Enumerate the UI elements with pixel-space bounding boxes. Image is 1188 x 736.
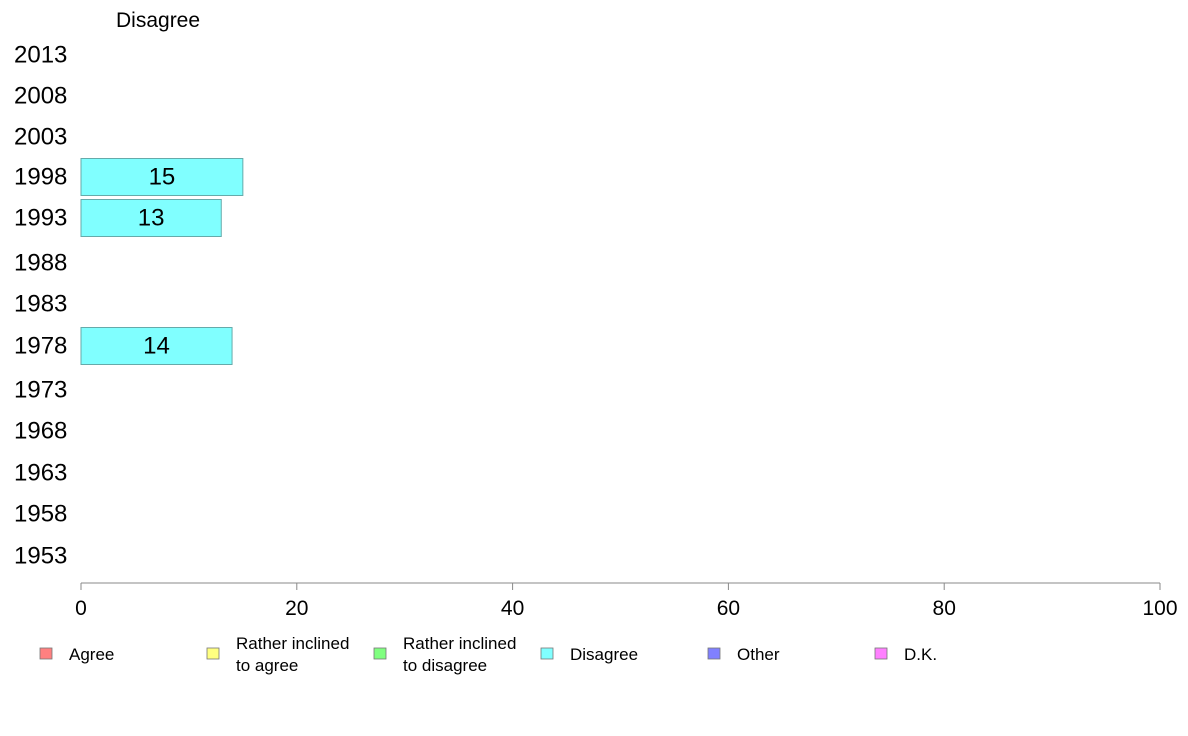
x-tick-label: 60 (717, 597, 740, 620)
legend: Agree Rather inclined to agree Rather incli… (39, 634, 937, 675)
y-tick-label: 2003 (14, 124, 67, 151)
y-tick-label: 1953 (14, 543, 67, 570)
bar-value-label: 15 (149, 164, 176, 191)
legend-swatch (540, 647, 554, 660)
legend-label: Other (737, 645, 780, 664)
bar-value-label: 14 (143, 333, 170, 360)
chart-title: Disagree (116, 9, 200, 32)
x-tick-label: 100 (1142, 597, 1177, 620)
x-tick-label: 40 (501, 597, 524, 620)
legend-swatch (373, 647, 387, 660)
y-tick-label: 1988 (14, 250, 67, 277)
legend-label: Agree (69, 645, 114, 664)
bar-value-label: 13 (138, 205, 165, 232)
legend-label: D.K. (904, 645, 937, 664)
legend-swatch (874, 647, 888, 660)
y-tick-label: 1978 (14, 333, 67, 360)
y-tick-label: 2013 (14, 42, 67, 69)
legend-label: Rather inclined to agree (236, 634, 349, 675)
y-tick-label: 1973 (14, 377, 67, 404)
x-tick-label: 20 (285, 597, 308, 620)
y-tick-label: 2008 (14, 83, 67, 110)
y-tick-label: 1958 (14, 501, 67, 528)
y-axis-labels: 2013 2008 2003 1998 1993 1988 1983 1978 1973 1968… (14, 42, 67, 570)
bar (80, 327, 233, 365)
legend-swatch (707, 647, 721, 660)
legend-swatch (206, 647, 220, 660)
legend-label: Rather inclined to disagree (403, 634, 516, 675)
y-tick-label: 1963 (14, 460, 67, 487)
x-tick-label: 0 (75, 597, 87, 620)
y-tick-label: 1983 (14, 291, 67, 318)
x-axis: 0 20 40 60 80 100 (75, 583, 1178, 620)
x-tick-label: 80 (933, 597, 956, 620)
bars: 15 13 14 (80, 158, 244, 365)
bar (80, 158, 244, 196)
legend-swatch (39, 647, 53, 660)
legend-label: Disagree (570, 645, 638, 664)
y-tick-label: 1998 (14, 164, 67, 191)
y-tick-label: 1993 (14, 205, 67, 232)
bar (80, 199, 222, 237)
y-tick-label: 1968 (14, 418, 67, 445)
